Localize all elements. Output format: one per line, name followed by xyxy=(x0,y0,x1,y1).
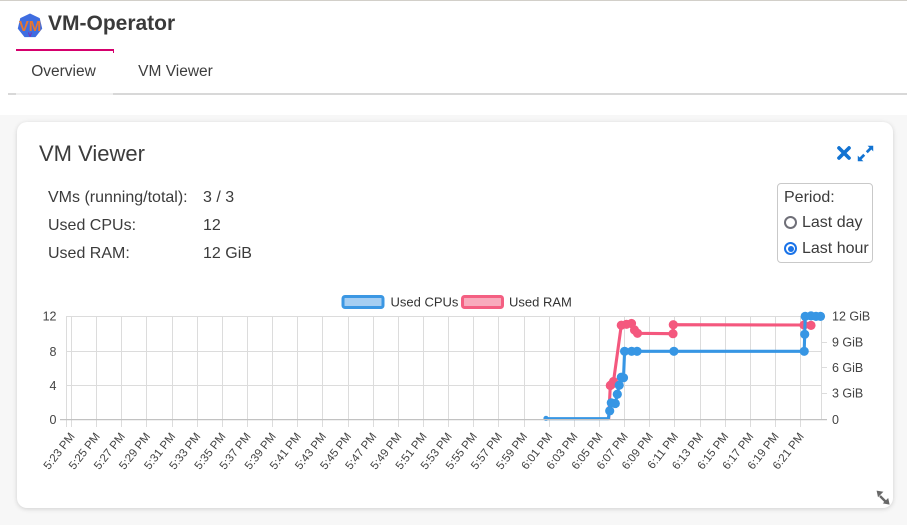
svg-text:v: v xyxy=(28,30,33,39)
svg-text:VM: VM xyxy=(19,18,41,35)
